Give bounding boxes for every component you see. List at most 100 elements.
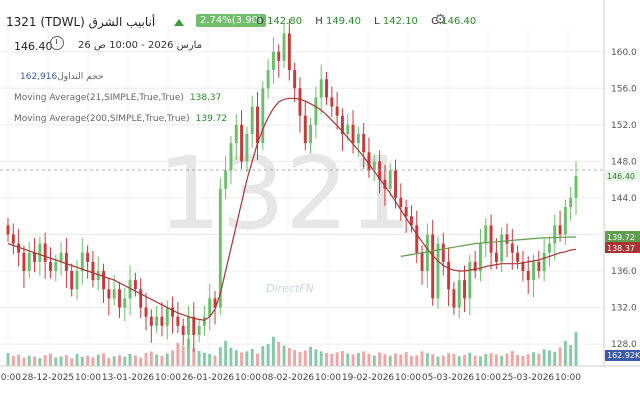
volume-bar <box>463 354 466 366</box>
volume-bar <box>309 346 313 366</box>
volume-bar <box>505 353 509 366</box>
candle-body <box>91 261 95 281</box>
price-candles <box>6 18 578 352</box>
candle-body <box>447 261 451 290</box>
volume-bar <box>218 347 222 366</box>
gear-icon[interactable]: ⚙ <box>434 12 447 28</box>
volume-bar <box>277 341 281 366</box>
candle-body <box>378 161 382 180</box>
timestamp: مارس 2026 - 10:00 ص 26 <box>78 40 203 51</box>
volume-bar <box>500 355 504 366</box>
candle-body <box>473 261 477 271</box>
candle-body <box>287 33 291 71</box>
volume-bar <box>33 356 37 366</box>
candle-body <box>271 51 275 71</box>
symbol-watermark: 1321 <box>158 135 413 252</box>
candle-body <box>133 280 137 290</box>
x-tick-label: 25-03-2026 <box>502 373 555 383</box>
candle-body <box>563 207 567 235</box>
volume-bar <box>59 356 63 366</box>
candle-body <box>420 252 424 271</box>
candle-body <box>569 197 573 208</box>
volume-indicator-row[interactable]: حجم التداول162,916 <box>20 72 104 82</box>
x-tick-label: 10:00 <box>235 373 261 383</box>
candle-body <box>218 188 222 308</box>
volume-bar <box>112 356 116 366</box>
volume-bar <box>383 354 387 366</box>
candle-body <box>187 316 190 335</box>
volume-bar <box>547 350 551 366</box>
volume-bar <box>362 351 366 366</box>
candle-body <box>558 225 562 235</box>
volume-bar <box>325 352 328 366</box>
candle-body <box>431 234 435 299</box>
volume-bar <box>27 355 31 366</box>
volume-bar <box>335 352 339 366</box>
volume-bar <box>181 346 185 366</box>
candle-body <box>112 289 116 299</box>
volume-bar <box>532 352 535 366</box>
volume-bar <box>133 355 137 366</box>
volume-bar <box>102 353 106 366</box>
volume-bar <box>351 354 355 366</box>
volume-bar <box>473 355 477 366</box>
x-tick-label: 26-01-2026 <box>182 373 235 383</box>
volume-bar <box>261 346 265 366</box>
candle-body <box>250 106 254 134</box>
volume-bar <box>537 353 541 366</box>
volume-bar <box>420 351 424 366</box>
ma200-line <box>400 236 576 257</box>
x-tick-label: 10:00 <box>315 373 341 383</box>
volume-bar <box>303 350 307 366</box>
candle-body <box>256 106 259 144</box>
candle-body <box>123 298 127 308</box>
candle-body <box>192 316 196 335</box>
volume-bar <box>192 348 196 366</box>
ma21-indicator-row[interactable]: Moving Average(21,SIMPLE,True,True) 138.3… <box>14 93 222 103</box>
candle-body <box>505 234 509 244</box>
symbol-title: 1321 (TDWL) أنابيب الشرق <box>6 15 156 29</box>
candle-body <box>303 115 307 144</box>
volume-bar <box>558 347 562 366</box>
brand-watermark: DirectFN <box>266 282 314 295</box>
x-tick-label: 13-01-2026 <box>102 373 155 383</box>
volume-bar <box>176 343 180 366</box>
volume-bar <box>171 350 175 366</box>
volume-bar <box>314 349 318 366</box>
volume-bar <box>542 349 546 366</box>
volume-bar <box>224 340 228 366</box>
volume-bar <box>96 354 100 366</box>
volume-bar <box>11 355 15 366</box>
candle-body <box>325 79 328 98</box>
volume-bar <box>516 354 520 366</box>
candle-body <box>309 124 313 144</box>
candle-body <box>17 243 21 253</box>
volume-bar <box>271 336 275 366</box>
ma200-indicator-row[interactable]: Moving Average(200,SIMPLE,True,True) 139.… <box>14 114 228 124</box>
candle-body <box>314 97 318 125</box>
volume-bar <box>394 353 397 366</box>
candle-body <box>181 325 185 335</box>
candle-body <box>532 261 535 281</box>
y-tick-label: 160.0 <box>611 48 637 58</box>
volume-bar <box>484 353 488 366</box>
candle-body <box>340 115 344 134</box>
volume-bar <box>213 355 217 366</box>
candle-body <box>128 280 132 299</box>
candle-body <box>282 33 286 61</box>
candle-body <box>383 179 387 189</box>
last-price-marker-bg <box>605 169 640 181</box>
volume-bar <box>510 350 514 366</box>
ma200-marker: 139.72 <box>607 233 635 242</box>
candle-body <box>202 316 206 326</box>
candle-body <box>362 133 366 153</box>
volume-marker-bg <box>605 350 640 361</box>
candle-body <box>64 252 68 271</box>
volume-bar <box>457 356 461 366</box>
candle-body <box>234 124 238 144</box>
candle-body <box>38 243 42 262</box>
candle-body <box>96 270 100 281</box>
candle-body <box>171 307 175 317</box>
volume-bar <box>80 356 84 366</box>
